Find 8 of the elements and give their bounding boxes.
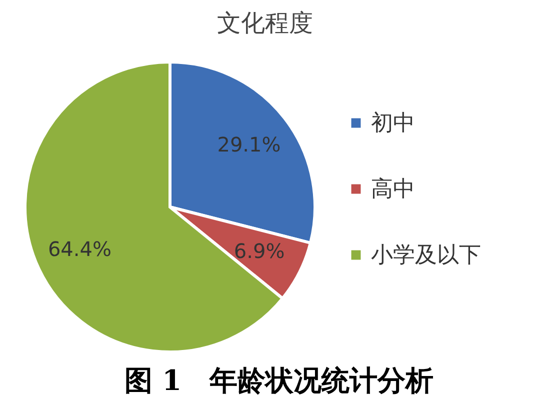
caption: 图 1 年龄状况统计分析: [123, 363, 435, 399]
legend-label: 高中: [371, 177, 415, 202]
data-label: 64.4%: [48, 236, 112, 261]
legend-label: 小学及以下: [371, 243, 481, 268]
chart-title: 文化程度: [217, 9, 313, 37]
legend-label: 初中: [371, 111, 415, 136]
data-label: 29.1%: [217, 132, 281, 157]
data-label: 6.9%: [234, 238, 285, 263]
